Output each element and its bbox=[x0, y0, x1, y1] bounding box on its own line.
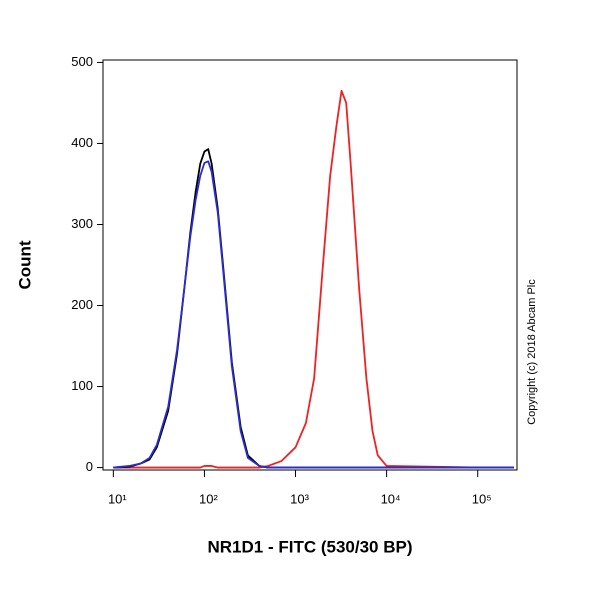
plot-frame bbox=[102, 59, 518, 471]
x-axis-title: NR1D1 - FITC (530/30 BP) bbox=[208, 537, 413, 556]
x-tick-label: 10² bbox=[199, 491, 218, 506]
x-tick-label: 10⁵ bbox=[472, 491, 492, 506]
y-axis-title: Count bbox=[15, 240, 34, 289]
series-line bbox=[113, 89, 514, 469]
x-tick-label: 10³ bbox=[290, 491, 309, 506]
y-tick-label: 200 bbox=[71, 297, 93, 312]
series-line bbox=[113, 160, 514, 469]
y-tick-label: 100 bbox=[71, 378, 93, 393]
y-tick-label: 500 bbox=[71, 54, 93, 69]
y-tick-label: 300 bbox=[71, 216, 93, 231]
y-tick-label: 0 bbox=[86, 459, 93, 474]
y-tick-label: 400 bbox=[71, 135, 93, 150]
series-line bbox=[113, 148, 514, 469]
x-tick-label: 10¹ bbox=[108, 491, 127, 506]
copyright: Copyright (c) 2018 Abcam Plc bbox=[526, 279, 538, 425]
x-tick-label: 10⁴ bbox=[381, 491, 401, 506]
